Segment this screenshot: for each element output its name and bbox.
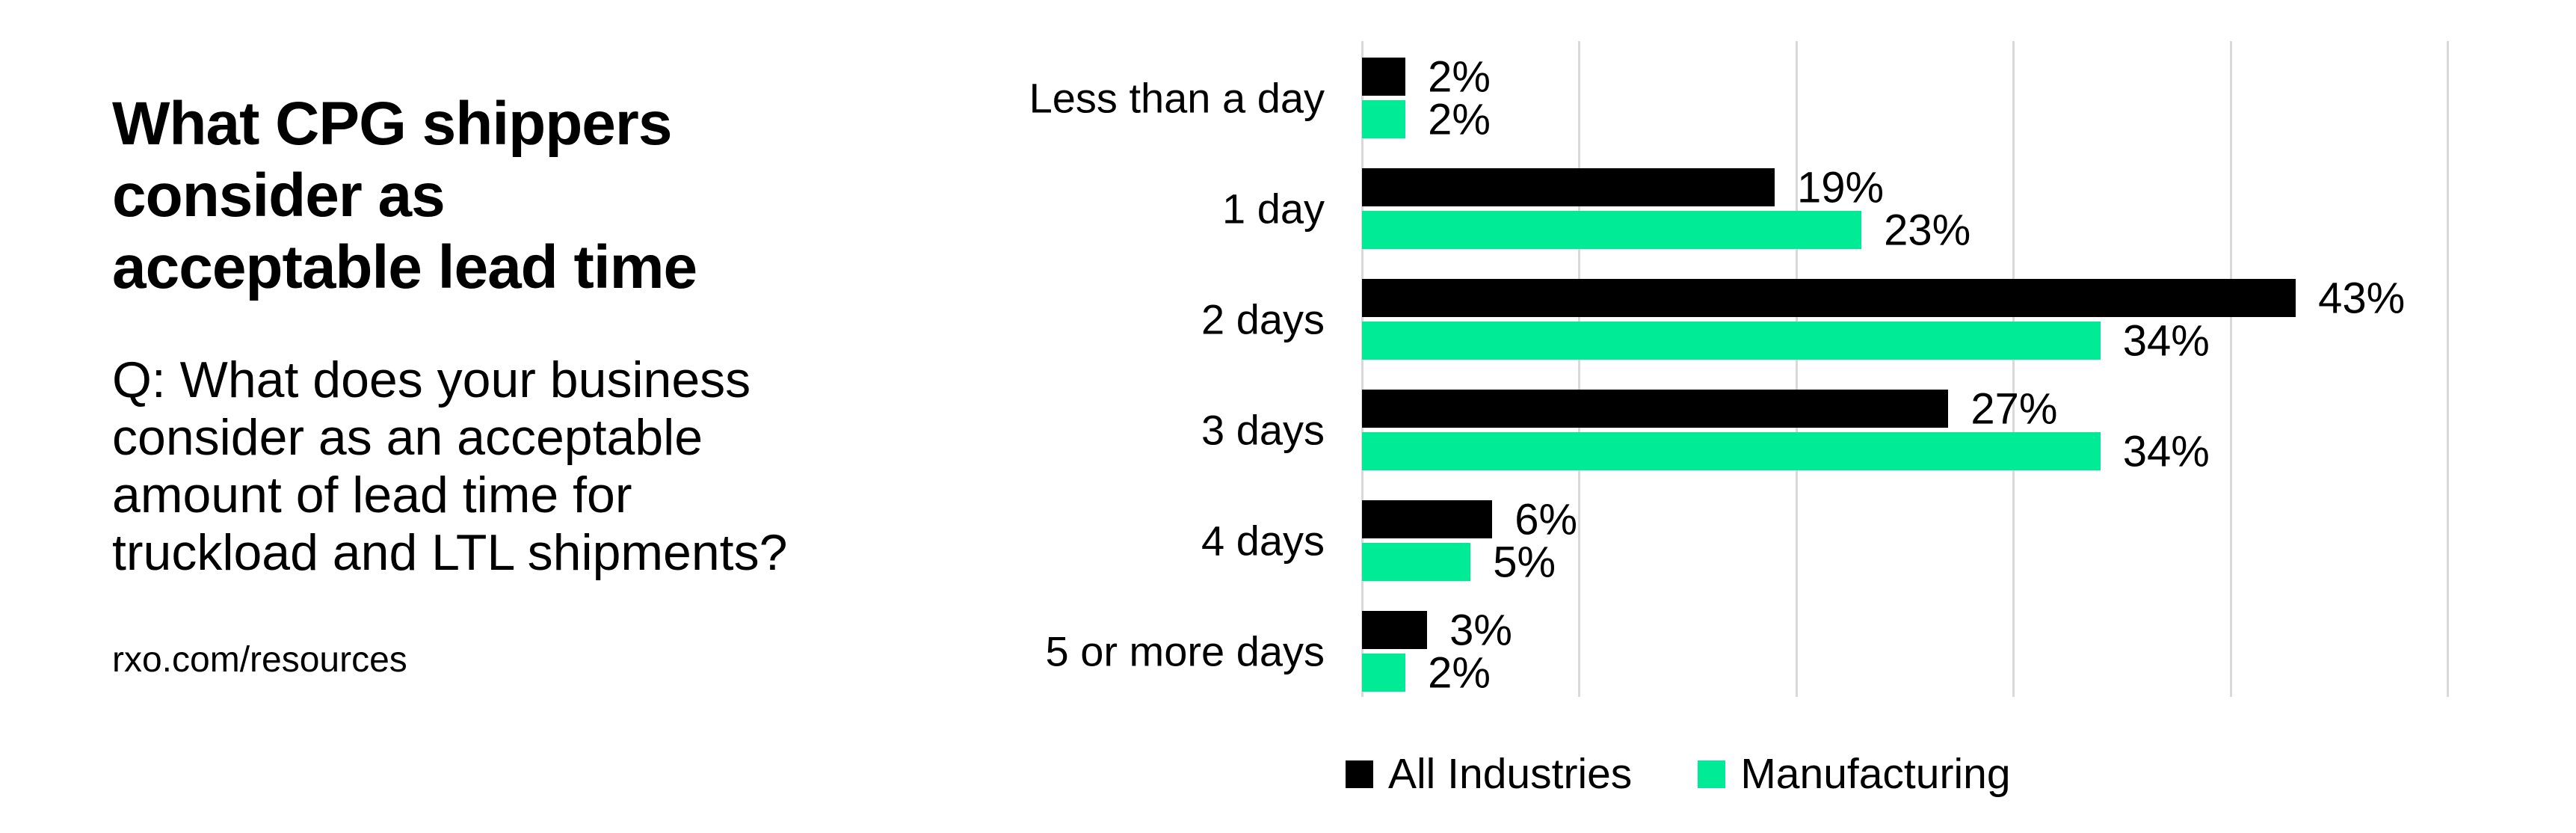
chart-title-line: acceptable lead time <box>112 233 697 301</box>
legend-swatch <box>1346 760 1373 788</box>
gridline <box>1578 41 1580 697</box>
bar <box>1362 279 2296 317</box>
category-label: 1 day <box>1222 185 1325 233</box>
legend-label: Manufacturing <box>1740 750 2011 798</box>
bar-value-label: 19% <box>1796 163 1885 212</box>
bar-value-label: 43% <box>2318 274 2406 322</box>
gridline <box>2012 41 2015 697</box>
category-label: 2 days <box>1201 295 1325 343</box>
bar-value-label: 5% <box>1493 538 1556 586</box>
survey-question-line: consider as an acceptable <box>112 409 703 466</box>
bar <box>1362 654 1406 692</box>
category-label: Less than a day <box>1029 74 1325 122</box>
chart-title-line: What CPG shippers <box>112 90 672 158</box>
bar <box>1362 611 1428 649</box>
bar-value-label: 27% <box>1970 384 2058 433</box>
legend-label: All Industries <box>1388 750 1633 798</box>
bar-value-label: 23% <box>1884 206 1971 254</box>
bar <box>1362 500 1493 538</box>
legend-item: All Industries <box>1346 749 1632 799</box>
survey-question-line: Q: What does your business <box>112 351 751 408</box>
bar <box>1362 322 2101 360</box>
bar-value-label: 3% <box>1449 606 1512 654</box>
survey-question-line: truckload and LTL shipments? <box>112 524 788 581</box>
bar-value-label: 2% <box>1428 648 1491 697</box>
category-label: 4 days <box>1201 517 1325 565</box>
bar <box>1362 543 1471 581</box>
bar-value-label: 6% <box>1515 495 1578 544</box>
bar-value-label: 2% <box>1428 95 1491 144</box>
chart-title: What CPG shippers consider as acceptable… <box>112 88 697 304</box>
bar <box>1362 58 1406 96</box>
bar <box>1362 100 1406 138</box>
bar-value-label: 34% <box>2122 316 2210 365</box>
bar-value-label: 34% <box>2122 427 2210 476</box>
legend-swatch <box>1698 760 1726 788</box>
gridline <box>1361 41 1364 697</box>
chart-title-line: consider as <box>112 162 446 230</box>
gridline <box>2447 41 2449 697</box>
bar <box>1362 432 2101 470</box>
chart-legend: All Industries Manufacturing <box>1346 749 2011 799</box>
survey-question-line: amount of lead time for <box>112 467 632 523</box>
category-label: 3 days <box>1201 406 1325 454</box>
bar-value-label: 2% <box>1428 52 1491 101</box>
category-label: 5 or more days <box>1045 627 1325 675</box>
survey-question: Q: What does your business consider as a… <box>112 351 787 582</box>
bar <box>1362 168 1775 206</box>
source-url: rxo.com/resources <box>112 640 407 680</box>
bar <box>1362 390 1949 428</box>
legend-item: Manufacturing <box>1698 749 2011 799</box>
gridline <box>2229 41 2232 697</box>
bar <box>1362 211 1862 249</box>
gridline <box>1795 41 1798 697</box>
